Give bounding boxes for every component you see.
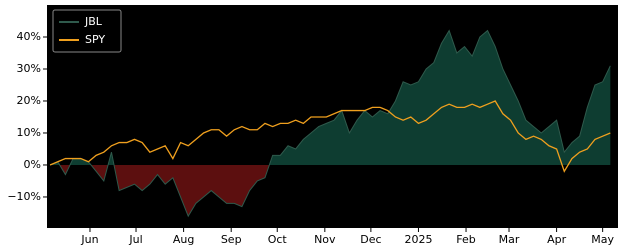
x-tick-label: Aug	[173, 233, 194, 246]
legend-label: SPY	[85, 33, 105, 46]
x-tick-label: Mar	[499, 233, 520, 246]
x-tick-label: Jun	[80, 233, 98, 246]
y-tick-label: 10%	[17, 126, 41, 139]
plot-area	[47, 5, 618, 228]
x-tick-label: Oct	[268, 233, 288, 246]
line	[49, 100, 611, 173]
x-tick-label: May	[591, 233, 614, 246]
y-tick-label: 40%	[17, 30, 41, 43]
y-tick-label: −10%	[7, 190, 41, 203]
x-tick-label: Feb	[456, 233, 475, 246]
legend-box	[52, 9, 122, 53]
line	[49, 29, 611, 218]
area	[50, 30, 611, 217]
x-tick-label: Dec	[360, 233, 381, 246]
y-tick-label: 0%	[24, 158, 41, 171]
x-tick-label: Nov	[314, 233, 336, 246]
x-tick-label: 2025	[404, 233, 432, 246]
legend-label: JBL	[84, 15, 103, 28]
x-tick-label: Jul	[128, 233, 142, 246]
y-tick-label: 20%	[17, 94, 41, 107]
x-tick-label: Sep	[221, 233, 242, 246]
y-tick-label: 30%	[17, 62, 41, 75]
x-tick-label: Apr	[547, 233, 567, 246]
